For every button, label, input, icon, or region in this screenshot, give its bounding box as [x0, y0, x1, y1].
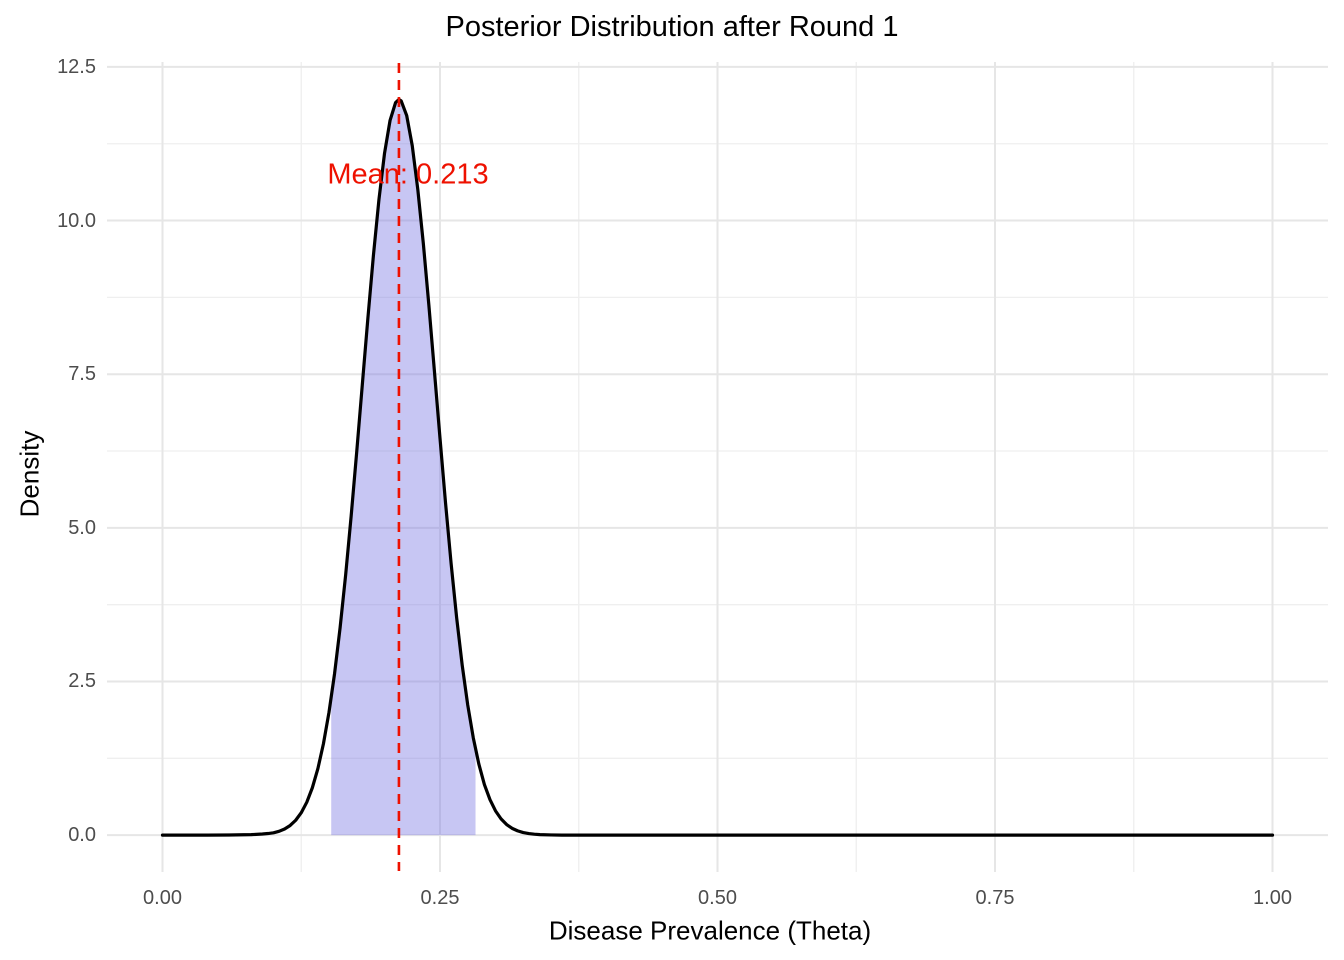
x-axis-title: Disease Prevalence (Theta): [548, 915, 872, 946]
density-curve: [160, 97, 1275, 837]
mean-annotation: Mean: 0.213: [327, 158, 489, 191]
y-tick-label: 12.5: [57, 55, 96, 78]
chart-title: Posterior Distribution after Round 1: [445, 11, 899, 43]
x-tick-label: 1.00: [1253, 887, 1292, 909]
y-tick-label: 2.5: [68, 670, 96, 693]
x-tick-label: 0.50: [698, 887, 737, 909]
x-tick-label: 0.25: [420, 887, 460, 909]
y-tick-label: 5.0: [68, 516, 96, 539]
y-tick-label: 7.5: [68, 363, 96, 386]
y-tick-label: 0.0: [68, 824, 96, 847]
x-tick-label: 0.00: [143, 887, 182, 909]
y-axis-title: Density: [14, 430, 45, 518]
x-tick-label: 0.75: [975, 887, 1015, 909]
credible-interval-fill: [331, 99, 476, 836]
y-tick-label: 10.0: [57, 209, 96, 232]
